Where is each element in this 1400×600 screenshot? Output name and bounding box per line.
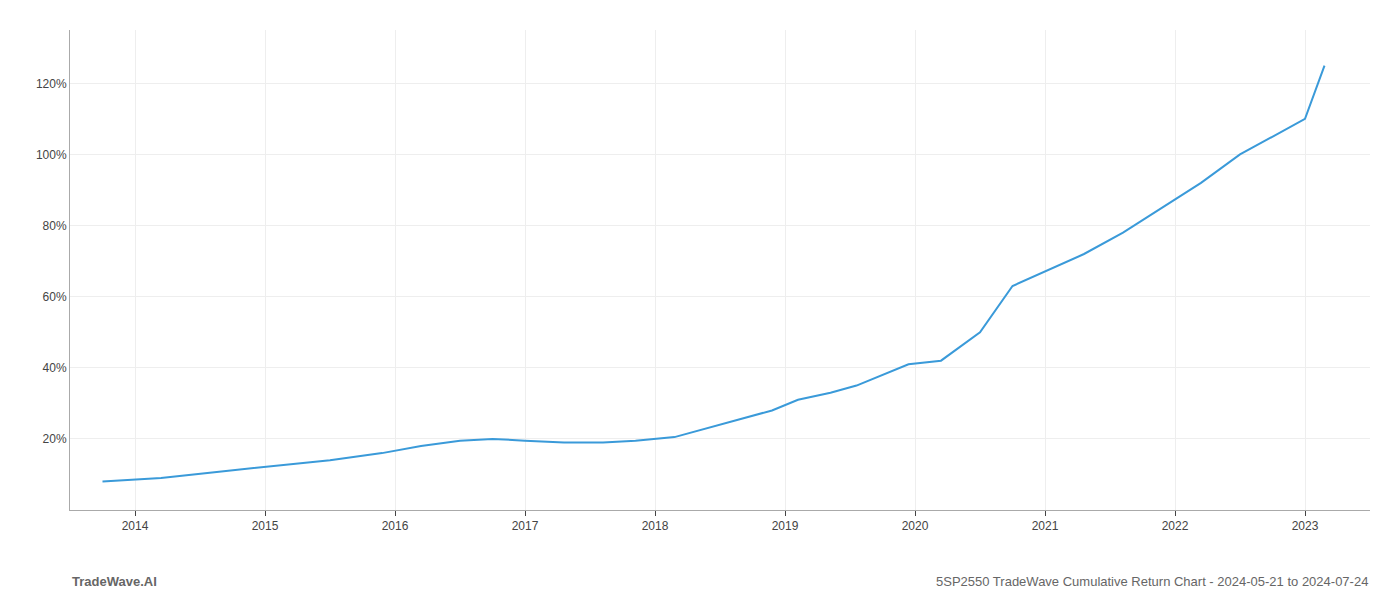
svg-text:2019: 2019 bbox=[772, 519, 799, 533]
svg-text:5SP2550 TradeWave Cumulative R: 5SP2550 TradeWave Cumulative Return Char… bbox=[936, 574, 1368, 589]
svg-text:80%: 80% bbox=[43, 219, 67, 233]
svg-text:2020: 2020 bbox=[902, 519, 929, 533]
svg-text:TradeWave.AI: TradeWave.AI bbox=[72, 574, 157, 589]
svg-text:2015: 2015 bbox=[252, 519, 279, 533]
svg-text:2021: 2021 bbox=[1032, 519, 1059, 533]
svg-text:2016: 2016 bbox=[382, 519, 409, 533]
svg-text:40%: 40% bbox=[43, 361, 67, 375]
svg-text:2018: 2018 bbox=[642, 519, 669, 533]
svg-text:2022: 2022 bbox=[1162, 519, 1189, 533]
svg-text:20%: 20% bbox=[43, 432, 67, 446]
svg-text:2014: 2014 bbox=[122, 519, 149, 533]
svg-text:120%: 120% bbox=[36, 77, 67, 91]
svg-text:2017: 2017 bbox=[512, 519, 539, 533]
svg-text:2023: 2023 bbox=[1292, 519, 1319, 533]
svg-text:60%: 60% bbox=[43, 290, 67, 304]
svg-text:100%: 100% bbox=[36, 148, 67, 162]
